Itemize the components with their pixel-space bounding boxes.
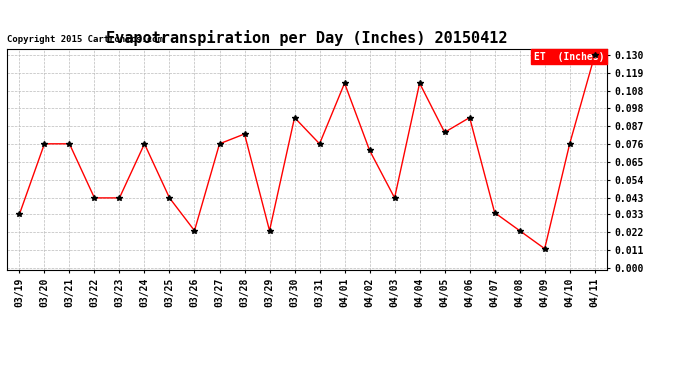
Text: Copyright 2015 Cartronics.com: Copyright 2015 Cartronics.com bbox=[7, 35, 163, 44]
Title: Evapotranspiration per Day (Inches) 20150412: Evapotranspiration per Day (Inches) 2015… bbox=[106, 30, 508, 46]
Text: ET  (Inches): ET (Inches) bbox=[534, 51, 604, 62]
